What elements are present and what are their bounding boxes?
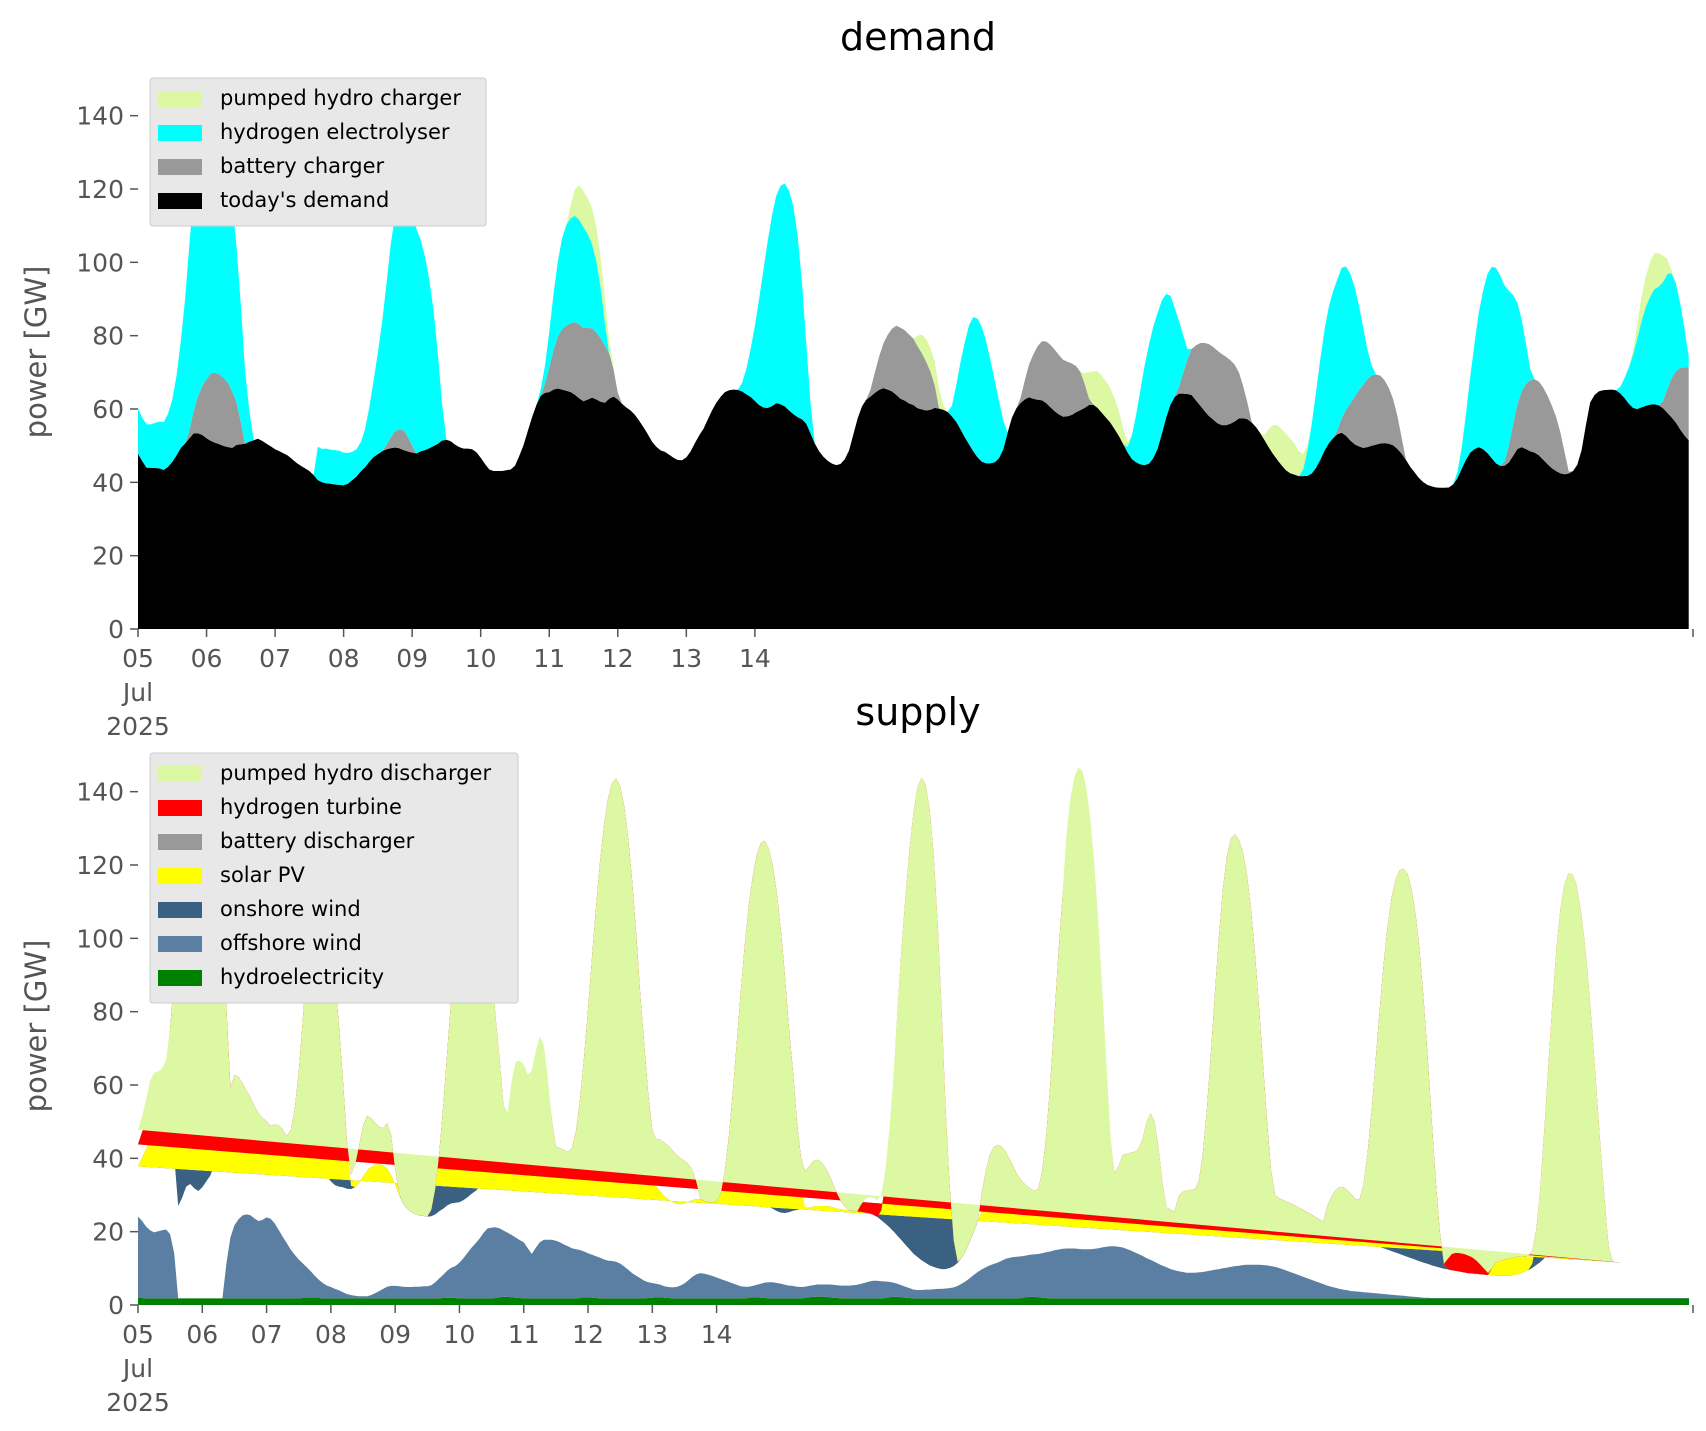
- legend-swatch-battery-discharger: [158, 834, 202, 850]
- x-tick-label: 07: [259, 644, 291, 673]
- legend-label-offshore-wind: offshore wind: [220, 931, 362, 955]
- legend-swatch-today-s-demand: [158, 193, 202, 209]
- x-tick-label: 11: [508, 1320, 540, 1349]
- legend-swatch-solar-pv: [158, 868, 202, 884]
- battery-charger-area: [138, 322, 1689, 488]
- x-tick-label: 09: [379, 1320, 411, 1349]
- legend-swatch-hydroelectricity: [158, 970, 202, 986]
- chart-title: supply: [855, 690, 980, 734]
- legend-box: [149, 752, 519, 1004]
- legend-swatch-hydrogen-electrolyser: [158, 125, 202, 141]
- chart-title: demand: [840, 15, 996, 59]
- y-tick-label: 140: [76, 778, 124, 807]
- x-tick-label: 2025: [106, 712, 170, 741]
- y-tick-label: 80: [92, 998, 124, 1027]
- y-axis: 0 20 40 60 80 100 120 140: [76, 102, 138, 644]
- y-axis: 0 20 40 60 80 100 120 140: [76, 778, 138, 1320]
- x-axis: 05 Jul 2025 06 07 08 09 10 11 12 13 14: [106, 629, 1694, 741]
- legend-swatch-battery-charger: [158, 159, 202, 175]
- x-tick-label: 07: [251, 1320, 283, 1349]
- pumped-hydro-discharger-area: [138, 767, 1621, 1274]
- legend-swatch-pumped-hydro-charger: [158, 91, 202, 107]
- y-tick-label: 100: [76, 248, 124, 277]
- legend-label-hydroelectricity: hydroelectricity: [220, 965, 384, 989]
- legend-label-battery-discharger: battery discharger: [220, 829, 415, 853]
- x-tick-label: Jul: [121, 678, 153, 707]
- legend-label-solar-pv: solar PV: [220, 863, 305, 887]
- x-tick-label: 14: [739, 644, 771, 673]
- today-s-demand-area: [138, 388, 1689, 629]
- x-tick-label: 08: [315, 1320, 347, 1349]
- y-tick-label: 60: [92, 1071, 124, 1100]
- offshore-wind-area: [138, 1214, 1689, 1299]
- y-tick-label: 40: [92, 1144, 124, 1173]
- plot-area: [138, 767, 1689, 1305]
- y-tick-label: 40: [92, 468, 124, 497]
- x-tick-label: 14: [701, 1320, 733, 1349]
- legend-label-today-s-demand: today's demand: [220, 188, 389, 212]
- y-tick-label: 0: [108, 1291, 124, 1320]
- y-tick-label: 80: [92, 322, 124, 351]
- legend-box: [149, 77, 487, 227]
- y-tick-label: 100: [76, 924, 124, 953]
- y-axis-label: power [GW]: [19, 940, 53, 1113]
- x-axis: 05 Jul 2025 06 07 08 09 10 11 12 13 14: [106, 1305, 1694, 1417]
- legend-swatch-pumped-hydro-discharger: [158, 766, 202, 782]
- x-tick-label: Jul: [121, 1354, 153, 1383]
- x-tick-label: 13: [636, 1320, 668, 1349]
- legend-label-onshore-wind: onshore wind: [220, 897, 361, 921]
- legend-label-pumped-hydro-charger: pumped hydro charger: [220, 86, 461, 110]
- legend-label-pumped-hydro-discharger: pumped hydro discharger: [220, 761, 491, 785]
- legend-label-battery-charger: battery charger: [220, 154, 385, 178]
- x-tick-label: 09: [396, 644, 428, 673]
- legend-label-hydrogen-electrolyser: hydrogen electrolyser: [220, 120, 450, 144]
- x-tick-label: 08: [328, 644, 360, 673]
- x-tick-label: 13: [670, 644, 702, 673]
- x-tick-label: 06: [191, 644, 223, 673]
- y-tick-label: 0: [108, 615, 124, 644]
- legend-swatch-offshore-wind: [158, 936, 202, 952]
- y-tick-label: 140: [76, 102, 124, 131]
- y-tick-label: 20: [92, 542, 124, 571]
- x-tick-label: 12: [572, 1320, 604, 1349]
- y-tick-label: 60: [92, 395, 124, 424]
- y-tick-label: 120: [76, 851, 124, 880]
- x-tick-label: 10: [465, 644, 497, 673]
- plot-area: [138, 107, 1689, 629]
- legend-swatch-onshore-wind: [158, 902, 202, 918]
- hydroelectricity-area: [138, 1296, 1689, 1305]
- x-tick-label: 2025: [106, 1388, 170, 1417]
- x-tick-label: 12: [602, 644, 634, 673]
- y-tick-label: 120: [76, 175, 124, 204]
- x-tick-label: 05: [122, 1320, 154, 1349]
- x-tick-label: 06: [186, 1320, 218, 1349]
- x-tick-label: 10: [444, 1320, 476, 1349]
- y-tick-label: 20: [92, 1218, 124, 1247]
- x-tick-label: 05: [122, 644, 154, 673]
- legend-swatch-hydrogen-turbine: [158, 800, 202, 816]
- x-tick-label: 11: [533, 644, 565, 673]
- legend: pumped hydro charger hydrogen electrolyse…: [149, 77, 487, 227]
- y-axis-label: power [GW]: [19, 266, 53, 439]
- legend: pumped hydro discharger hydrogen turbine b…: [149, 752, 519, 1004]
- legend-label-hydrogen-turbine: hydrogen turbine: [220, 795, 402, 819]
